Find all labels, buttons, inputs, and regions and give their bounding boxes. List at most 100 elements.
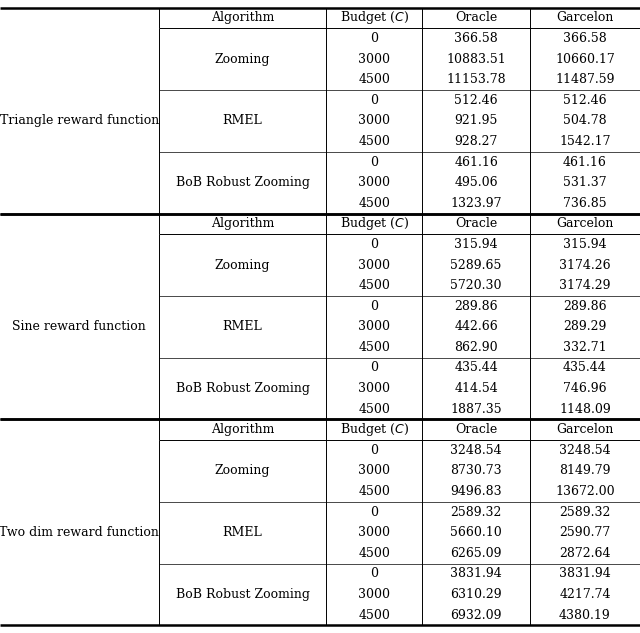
- Text: 4500: 4500: [358, 279, 390, 292]
- Text: Garcelon: Garcelon: [556, 11, 614, 25]
- Text: 461.16: 461.16: [563, 156, 607, 168]
- Text: 0: 0: [371, 94, 378, 107]
- Text: 3000: 3000: [358, 115, 390, 127]
- Text: BoB Robust Zooming: BoB Robust Zooming: [175, 176, 310, 189]
- Text: 3000: 3000: [358, 176, 390, 189]
- Text: Budget ($C$): Budget ($C$): [340, 215, 409, 232]
- Text: 5720.30: 5720.30: [451, 279, 502, 292]
- Text: 6265.09: 6265.09: [451, 547, 502, 560]
- Text: 3248.54: 3248.54: [559, 444, 611, 457]
- Text: 4500: 4500: [358, 547, 390, 560]
- Text: 0: 0: [371, 32, 378, 45]
- Text: 1542.17: 1542.17: [559, 135, 611, 148]
- Text: 2872.64: 2872.64: [559, 547, 611, 560]
- Text: 0: 0: [371, 506, 378, 518]
- Text: Triangle reward function: Triangle reward function: [0, 115, 159, 127]
- Text: 2590.77: 2590.77: [559, 526, 611, 539]
- Text: 4217.74: 4217.74: [559, 588, 611, 601]
- Text: 366.58: 366.58: [563, 32, 607, 45]
- Text: 3000: 3000: [358, 588, 390, 601]
- Text: 0: 0: [371, 238, 378, 251]
- Text: 3000: 3000: [358, 258, 390, 272]
- Text: 531.37: 531.37: [563, 176, 607, 189]
- Text: Sine reward function: Sine reward function: [13, 320, 146, 334]
- Text: Oracle: Oracle: [455, 423, 497, 436]
- Text: Two dim reward function: Two dim reward function: [0, 526, 159, 539]
- Text: Budget ($C$): Budget ($C$): [340, 422, 409, 438]
- Text: 0: 0: [371, 361, 378, 375]
- Text: 1887.35: 1887.35: [451, 403, 502, 416]
- Text: Zooming: Zooming: [215, 258, 270, 272]
- Text: 289.29: 289.29: [563, 320, 607, 334]
- Text: 289.86: 289.86: [563, 299, 607, 313]
- Text: 4380.19: 4380.19: [559, 608, 611, 622]
- Text: 5289.65: 5289.65: [451, 258, 502, 272]
- Text: 4500: 4500: [358, 73, 390, 86]
- Text: Budget ($C$): Budget ($C$): [340, 9, 409, 27]
- Text: 6310.29: 6310.29: [451, 588, 502, 601]
- Text: BoB Robust Zooming: BoB Robust Zooming: [175, 382, 310, 395]
- Text: 862.90: 862.90: [454, 341, 498, 354]
- Text: 512.46: 512.46: [563, 94, 607, 107]
- Text: RMEL: RMEL: [223, 526, 262, 539]
- Text: 4500: 4500: [358, 403, 390, 416]
- Text: 921.95: 921.95: [454, 115, 498, 127]
- Text: Algorithm: Algorithm: [211, 423, 275, 436]
- Text: 4500: 4500: [358, 485, 390, 498]
- Text: 8149.79: 8149.79: [559, 465, 611, 477]
- Text: 746.96: 746.96: [563, 382, 607, 395]
- Text: Garcelon: Garcelon: [556, 423, 614, 436]
- Text: 315.94: 315.94: [454, 238, 498, 251]
- Text: 435.44: 435.44: [454, 361, 498, 375]
- Text: 366.58: 366.58: [454, 32, 498, 45]
- Text: 928.27: 928.27: [454, 135, 498, 148]
- Text: 4500: 4500: [358, 197, 390, 210]
- Text: 512.46: 512.46: [454, 94, 498, 107]
- Text: 3174.26: 3174.26: [559, 258, 611, 272]
- Text: 3000: 3000: [358, 382, 390, 395]
- Text: 3000: 3000: [358, 53, 390, 66]
- Text: 0: 0: [371, 156, 378, 168]
- Text: 461.16: 461.16: [454, 156, 498, 168]
- Text: 442.66: 442.66: [454, 320, 498, 334]
- Text: 10883.51: 10883.51: [446, 53, 506, 66]
- Text: Oracle: Oracle: [455, 217, 497, 230]
- Text: Oracle: Oracle: [455, 11, 497, 25]
- Text: 10660.17: 10660.17: [555, 53, 615, 66]
- Text: 435.44: 435.44: [563, 361, 607, 375]
- Text: 5660.10: 5660.10: [451, 526, 502, 539]
- Text: 11487.59: 11487.59: [556, 73, 614, 86]
- Text: Garcelon: Garcelon: [556, 217, 614, 230]
- Text: 3831.94: 3831.94: [451, 567, 502, 580]
- Text: 504.78: 504.78: [563, 115, 607, 127]
- Text: 495.06: 495.06: [454, 176, 498, 189]
- Text: 0: 0: [371, 299, 378, 313]
- Text: 414.54: 414.54: [454, 382, 498, 395]
- Text: BoB Robust Zooming: BoB Robust Zooming: [175, 588, 310, 601]
- Text: Algorithm: Algorithm: [211, 11, 275, 25]
- Text: 3000: 3000: [358, 526, 390, 539]
- Text: RMEL: RMEL: [223, 115, 262, 127]
- Text: 736.85: 736.85: [563, 197, 607, 210]
- Text: 0: 0: [371, 567, 378, 580]
- Text: Zooming: Zooming: [215, 465, 270, 477]
- Text: 3248.54: 3248.54: [451, 444, 502, 457]
- Text: Zooming: Zooming: [215, 53, 270, 66]
- Text: 9496.83: 9496.83: [451, 485, 502, 498]
- Text: 2589.32: 2589.32: [451, 506, 502, 518]
- Text: 289.86: 289.86: [454, 299, 498, 313]
- Text: 3000: 3000: [358, 320, 390, 334]
- Text: Algorithm: Algorithm: [211, 217, 275, 230]
- Text: RMEL: RMEL: [223, 320, 262, 334]
- Text: 4500: 4500: [358, 135, 390, 148]
- Text: 3831.94: 3831.94: [559, 567, 611, 580]
- Text: 4500: 4500: [358, 608, 390, 622]
- Text: 1323.97: 1323.97: [451, 197, 502, 210]
- Text: 332.71: 332.71: [563, 341, 607, 354]
- Text: 1148.09: 1148.09: [559, 403, 611, 416]
- Text: 6932.09: 6932.09: [451, 608, 502, 622]
- Text: 315.94: 315.94: [563, 238, 607, 251]
- Text: 0: 0: [371, 444, 378, 457]
- Text: 3000: 3000: [358, 465, 390, 477]
- Text: 11153.78: 11153.78: [446, 73, 506, 86]
